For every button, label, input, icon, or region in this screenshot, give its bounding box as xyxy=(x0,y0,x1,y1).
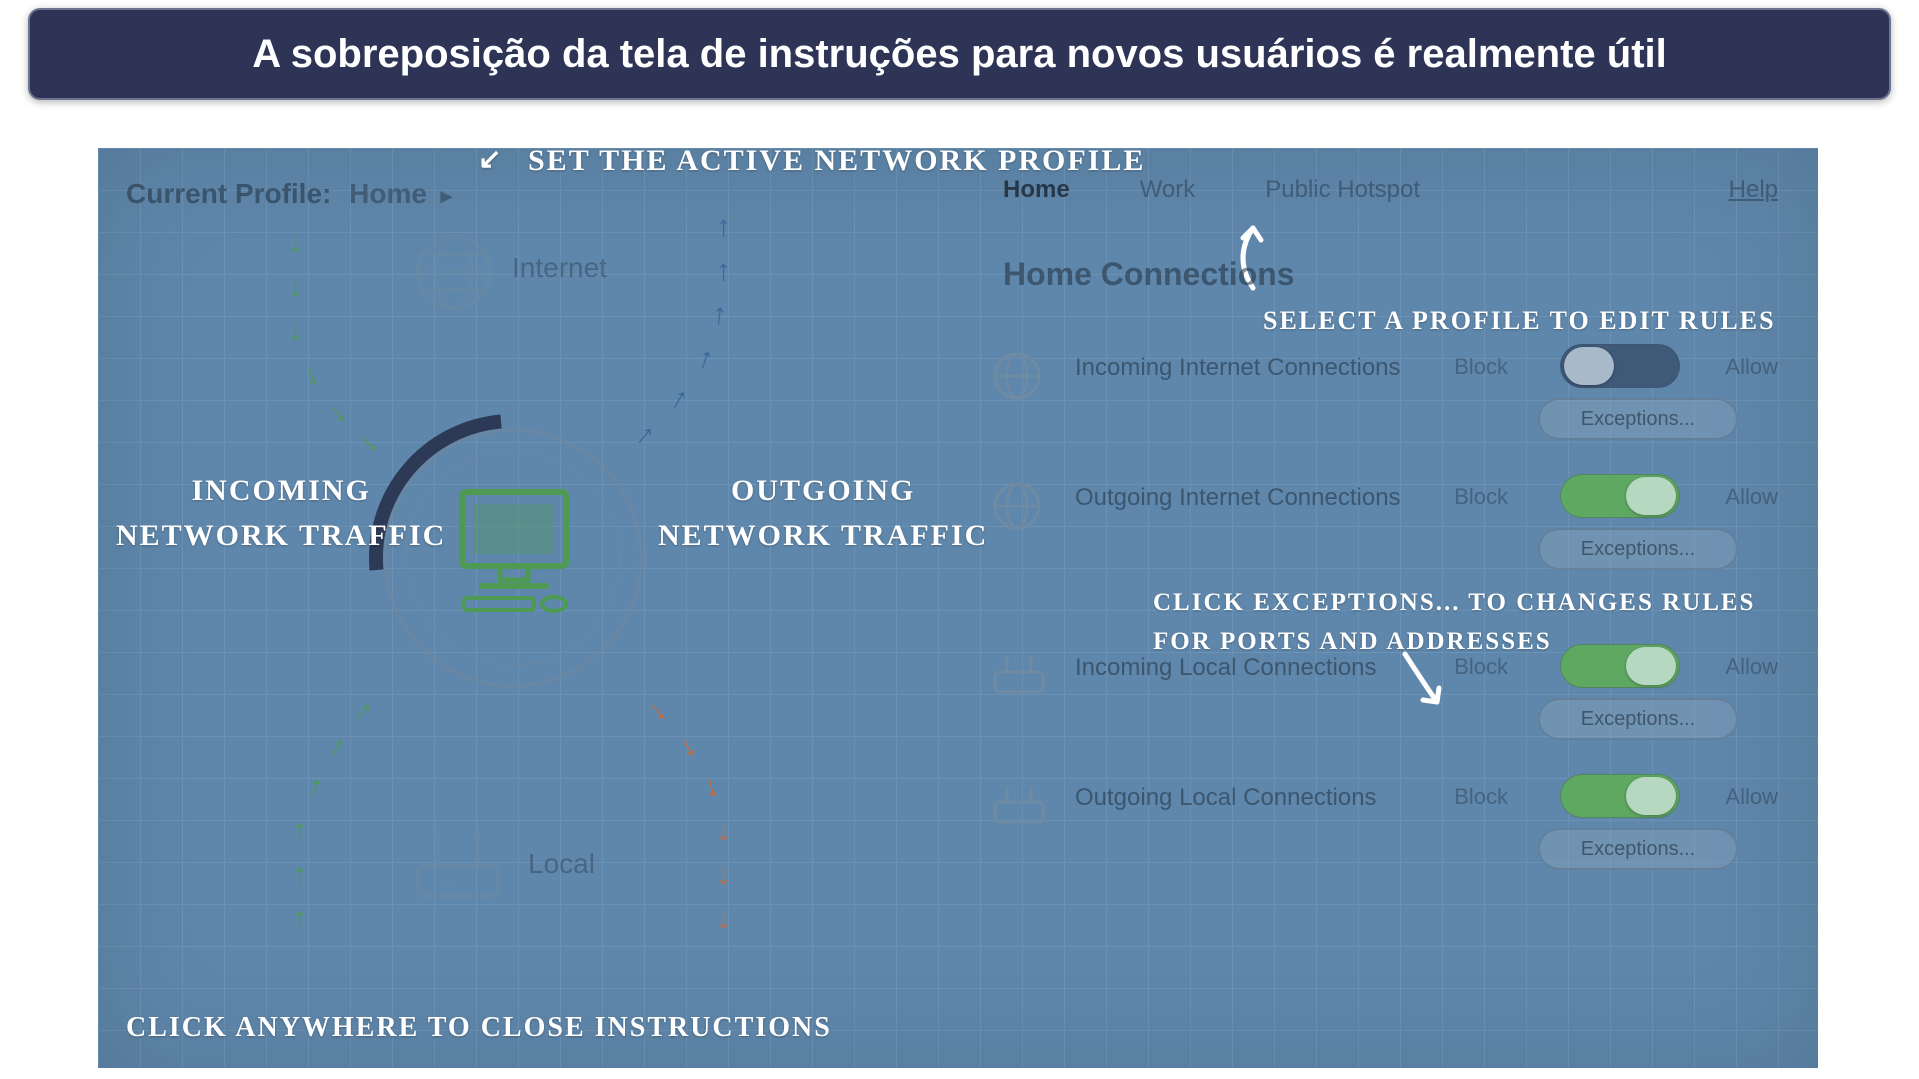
traffic-arrow-icon: ↓ xyxy=(288,226,303,260)
traffic-arrow-icon: ↑ xyxy=(323,729,353,766)
rule-label: Outgoing Internet Connections xyxy=(1075,484,1401,512)
traffic-arrow-icon: ↓ xyxy=(350,426,386,459)
rule-toggle[interactable] xyxy=(1560,344,1680,388)
local-label: Local xyxy=(528,848,595,880)
instr-select-profile: SELECT A PROFILE TO EDIT RULES xyxy=(1263,306,1776,336)
rule-toggle[interactable] xyxy=(1560,774,1680,818)
traffic-arrow-icon: ↑ xyxy=(716,210,731,244)
traffic-arrow-icon: ↓ xyxy=(716,814,731,848)
traffic-arrow-icon: ↑ xyxy=(304,769,327,806)
traffic-arrow-icon: ↑ xyxy=(716,254,731,288)
profile-dropdown-icon[interactable]: ▸ xyxy=(441,183,452,208)
globe-out-icon xyxy=(989,478,1049,538)
instr-close: CLICK ANYWHERE TO CLOSE INSTRUCTIONS xyxy=(126,1012,832,1044)
traffic-arrow-icon: ↓ xyxy=(321,395,354,431)
tab-home[interactable]: Home xyxy=(1003,176,1070,204)
internet-label: Internet xyxy=(512,252,607,284)
rule-row: Outgoing Internet Connections Block Allow E… xyxy=(1003,466,1778,576)
instr-arrow-set-profile-icon: ↙ xyxy=(478,148,503,176)
router-icon xyxy=(408,818,508,913)
current-profile-value[interactable]: Home xyxy=(349,178,427,209)
toggle-knob xyxy=(1626,477,1676,515)
traffic-arrow-icon: ↑ xyxy=(347,693,380,729)
allow-label: Allow xyxy=(1725,784,1778,810)
rule-toggle[interactable] xyxy=(1560,474,1680,518)
current-profile-row: Current Profile: Home ▸ xyxy=(126,178,452,210)
traffic-arrow-icon: ↑ xyxy=(292,814,307,848)
traffic-arrow-icon: ↑ xyxy=(710,297,728,332)
router-in-icon xyxy=(989,648,1049,708)
toggle-knob xyxy=(1564,347,1614,385)
profile-tabs: Home Work Public Hotspot Help xyxy=(1003,176,1818,204)
rule-row: Incoming Internet Connections Block Allow E… xyxy=(1003,336,1778,446)
traffic-arrow-icon: ↓ xyxy=(700,769,723,806)
exceptions-button[interactable]: Exceptions... xyxy=(1538,398,1738,440)
traffic-arrow-icon: ↓ xyxy=(716,902,731,936)
instr-arrow-exceptions-icon xyxy=(1393,646,1453,721)
instr-incoming-traffic: INCOMING NETWORK TRAFFIC xyxy=(116,468,446,558)
caption-banner: A sobreposição da tela de instruções par… xyxy=(28,8,1891,100)
exceptions-button[interactable]: Exceptions... xyxy=(1538,528,1738,570)
traffic-arrow-icon: ↑ xyxy=(693,341,718,378)
rules-panel: Home Work Public Hotspot Help Home Conne… xyxy=(1003,176,1818,1068)
exceptions-button[interactable]: Exceptions... xyxy=(1538,828,1738,870)
traffic-arrow-icon: ↓ xyxy=(299,356,325,393)
instr-set-profile: SET THE ACTIVE NETWORK PROFILE xyxy=(528,148,1145,178)
traffic-arrow-icon: ↑ xyxy=(629,417,662,453)
traffic-arrow-icon: ↑ xyxy=(292,858,307,892)
globe-in-icon xyxy=(989,348,1049,408)
internet-icon xyxy=(412,230,496,319)
allow-label: Allow xyxy=(1725,484,1778,510)
traffic-arrow-icon: ↑ xyxy=(292,902,307,936)
caption-text: A sobreposição da tela de instruções par… xyxy=(252,32,1667,76)
traffic-arrow-icon: ↓ xyxy=(673,728,702,765)
exceptions-button[interactable]: Exceptions... xyxy=(1538,698,1738,740)
traffic-arrow-icon: ↑ xyxy=(665,381,695,418)
rule-label: Incoming Internet Connections xyxy=(1075,354,1401,382)
traffic-arrow-icon: ↓ xyxy=(288,270,303,304)
tab-public-hotspot[interactable]: Public Hotspot xyxy=(1265,176,1420,204)
instr-outgoing-traffic: OUTGOING NETWORK TRAFFIC xyxy=(658,468,988,558)
router-out-icon xyxy=(989,778,1049,838)
block-label: Block xyxy=(1454,354,1508,380)
firewall-window-overlay[interactable]: Current Profile: Home ▸ ↙ SET THE ACTIVE… xyxy=(98,148,1818,1068)
instr-exceptions: CLICK EXCEPTIONS... TO CHANGES RULES FOR… xyxy=(1153,584,1755,662)
traffic-arrow-icon: ↓ xyxy=(716,858,731,892)
toggle-knob xyxy=(1626,777,1676,815)
tab-work[interactable]: Work xyxy=(1140,176,1196,204)
section-title: Home Connections xyxy=(1003,256,1295,293)
rule-label: Outgoing Local Connections xyxy=(1075,784,1377,812)
block-label: Block xyxy=(1454,784,1508,810)
allow-label: Allow xyxy=(1725,354,1778,380)
help-link[interactable]: Help xyxy=(1729,176,1778,204)
current-profile-label: Current Profile: xyxy=(126,178,331,209)
traffic-arrow-icon: ↓ xyxy=(288,314,303,348)
traffic-arrow-icon: ↓ xyxy=(641,693,674,729)
rule-row: Outgoing Local Connections Block Allow Exce… xyxy=(1003,766,1778,876)
block-label: Block xyxy=(1454,484,1508,510)
computer-icon xyxy=(434,474,594,639)
